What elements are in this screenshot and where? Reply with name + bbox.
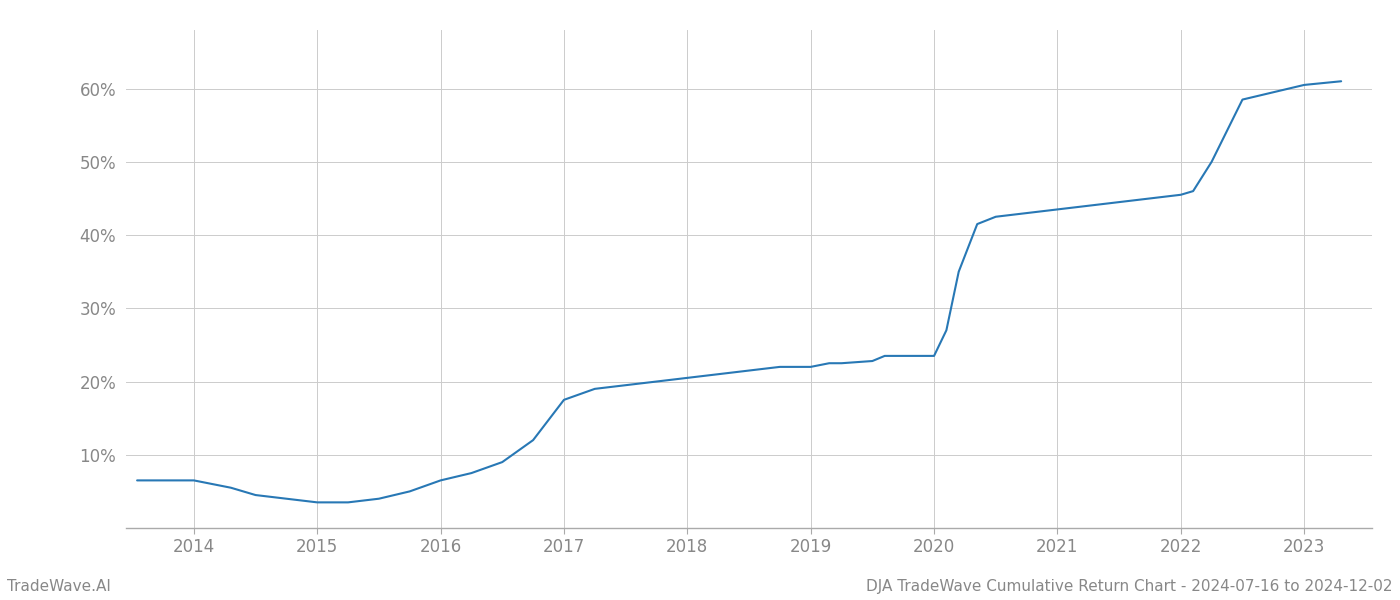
Text: TradeWave.AI: TradeWave.AI xyxy=(7,579,111,594)
Text: DJA TradeWave Cumulative Return Chart - 2024-07-16 to 2024-12-02: DJA TradeWave Cumulative Return Chart - … xyxy=(867,579,1393,594)
